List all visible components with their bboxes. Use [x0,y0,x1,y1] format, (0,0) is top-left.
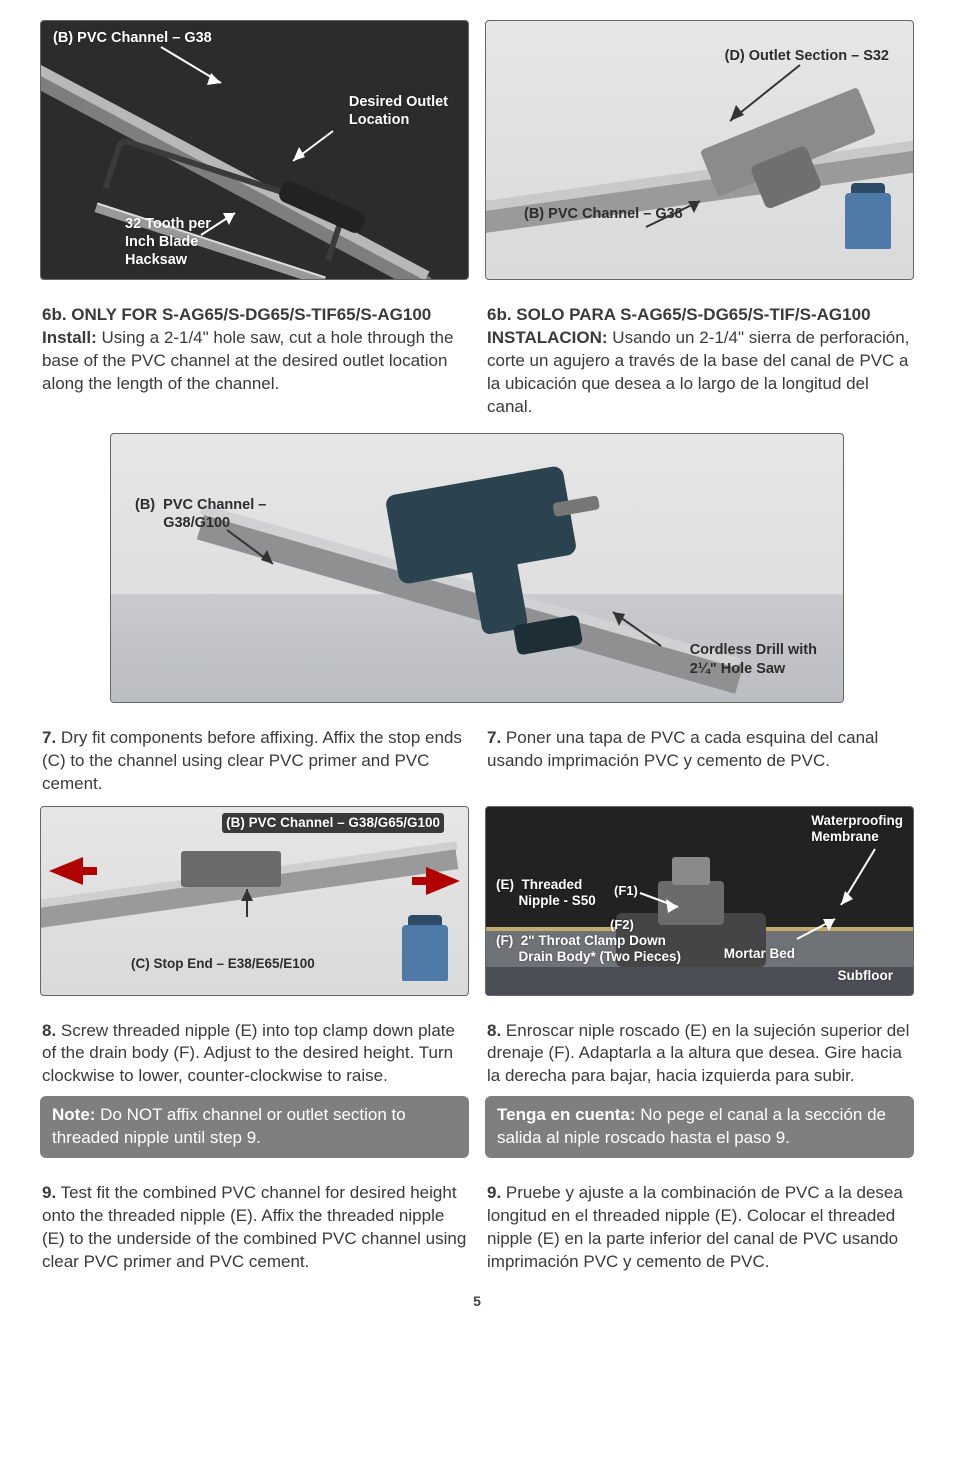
step-9-en-body: Test fit the combined PVC channel for de… [42,1183,466,1271]
step-9-row: 9. Test fit the combined PVC channel for… [40,1172,914,1274]
pvc-cement-icon-2 [402,925,448,981]
note-row: Note: Do NOT affix channel or outlet sec… [40,1088,914,1158]
step-9-en: 9. Test fit the combined PVC channel for… [40,1172,469,1274]
step-6b-en-body: Using a 2-1/4" hole saw, cut a hole thro… [42,328,453,393]
label-drain-body-f: (F) 2" Throat Clamp Down Drain Body* (Tw… [496,933,681,967]
note-es-title: Tenga en cuenta: [497,1105,636,1124]
label-waterproofing: Waterproofing Membrane [811,813,903,847]
label-outlet-section-d: (D) Outlet Section – S32 [725,47,889,65]
step-7-en-title: 7. [42,728,56,747]
label-f1: (F1) [614,883,638,899]
step-7-row: 7. Dry fit components before affixing. A… [40,717,914,796]
figure-drill: (B) PVC Channel – G38/G100 Cordless Dril… [110,433,844,703]
step-8-en: 8. Screw threaded nipple (E) into top cl… [40,1010,469,1089]
step-7-en-body: Dry fit components before affixing. Affi… [42,728,462,793]
note-en: Note: Do NOT affix channel or outlet sec… [40,1096,469,1158]
note-es: Tenga en cuenta: No pege el canal a la s… [485,1096,914,1158]
label-subfloor: Subfloor [838,968,894,985]
step-9-es: 9. Pruebe y ajuste a la combinación de P… [485,1172,914,1274]
label-pvc-channel-mid: (B) PVC Channel – G38/G100 [135,496,266,532]
step-7-es-body: Poner una tapa de PVC a cada esquina del… [487,728,878,770]
label-cordless-drill: Cordless Drill with 2¼" Hole Saw [690,641,817,677]
step-9-es-title: 9. [487,1183,501,1202]
step-6b-en: 6b. ONLY FOR S-AG65/S-DG65/S-TIF65/S-AG1… [40,294,469,419]
figure-6b-left: (B) PVC Channel – G38 Desired Outlet Loc… [40,20,469,280]
bottom-figures-row: (B) PVC Channel – G38/G65/G100 (C) Stop … [40,806,914,996]
step-6b-row: 6b. ONLY FOR S-AG65/S-DG65/S-TIF65/S-AG1… [40,294,914,419]
step-9-es-body: Pruebe y ajuste a la combinación de PVC … [487,1183,903,1271]
label-threaded-nipple-e: (E) Threaded Nipple - S50 [496,877,596,911]
label-pvc-channel-b: (B) PVC Channel – G38 [53,29,212,47]
figure-stop-end: (B) PVC Channel – G38/G65/G100 (C) Stop … [40,806,469,996]
label-mortar-bed: Mortar Bed [724,946,795,963]
step-8-es-title: 8. [487,1021,501,1040]
note-en-title: Note: [52,1105,95,1124]
step-7-en: 7. Dry fit components before affixing. A… [40,717,469,796]
figure-drain-body: Waterproofing Membrane (E) Threaded Nipp… [485,806,914,996]
step-7-es: 7. Poner una tapa de PVC a cada esquina … [485,717,914,796]
note-en-body: Do NOT affix channel or outlet section t… [52,1105,406,1147]
label-desired-outlet: Desired Outlet Location [349,93,448,129]
figure-drill-wrap: (B) PVC Channel – G38/G100 Cordless Dril… [40,433,914,703]
pvc-cement-icon [845,193,891,249]
step-6b-es: 6b. SOLO PARA S-AG65/S-DG65/S-TIF/S-AG10… [485,294,914,419]
step-8-en-body: Screw threaded nipple (E) into top clamp… [42,1021,455,1086]
step-9-en-title: 9. [42,1183,56,1202]
step-8-en-title: 8. [42,1021,56,1040]
label-f2: (F2) [610,917,634,933]
figure-6b-right: (D) Outlet Section – S32 (B) PVC Channel… [485,20,914,280]
page-number: 5 [40,1292,914,1311]
top-figures-row: (B) PVC Channel – G38 Desired Outlet Loc… [40,20,914,280]
step-8-row: 8. Screw threaded nipple (E) into top cl… [40,1010,914,1089]
step-8-es: 8. Enroscar niple roscado (E) en la suje… [485,1010,914,1089]
label-stop-end-c: (C) Stop End – E38/E65/E100 [131,956,315,973]
step-8-es-body: Enroscar niple roscado (E) en la sujeció… [487,1021,909,1086]
step-7-es-title: 7. [487,728,501,747]
label-pvc-channel-bot: (B) PVC Channel – G38/G65/G100 [222,813,444,834]
label-hacksaw: 32 Tooth per Inch Blade Hacksaw [125,215,211,269]
